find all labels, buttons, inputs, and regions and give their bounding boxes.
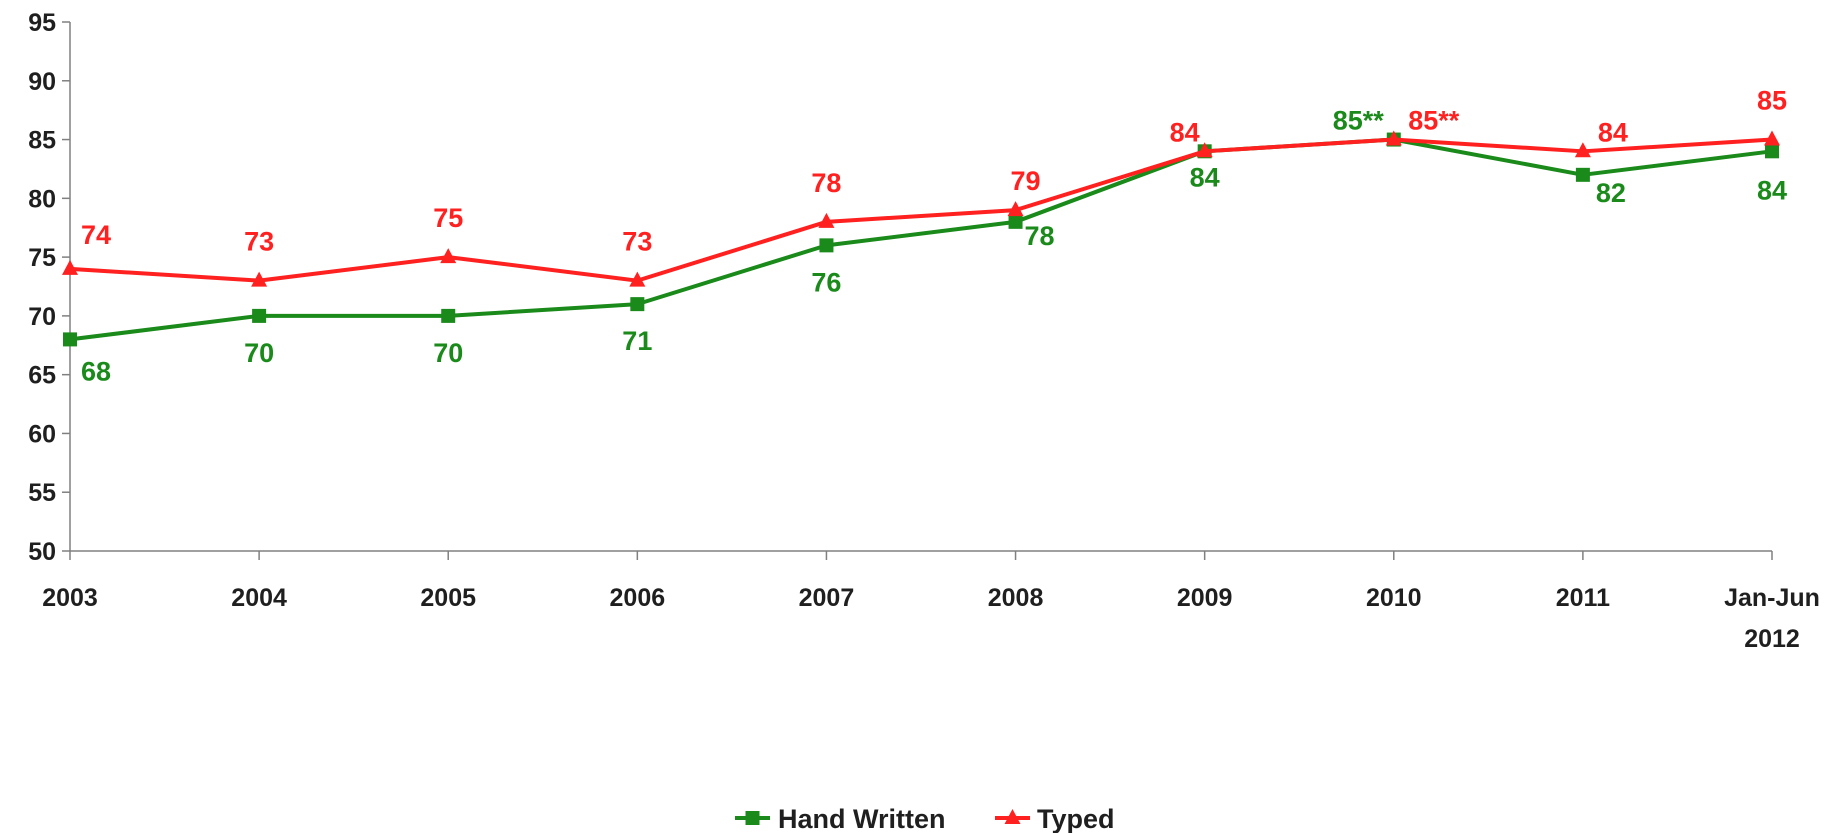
axes: [69, 22, 1772, 552]
x-tick-label: 2011: [1556, 584, 1610, 612]
x-tick-label-line: 2007: [799, 584, 855, 612]
legend-label: Hand Written: [778, 804, 946, 833]
data-label: 70: [244, 338, 274, 368]
y-tick-label: 55: [28, 479, 56, 507]
x-tick-label: 2009: [1177, 584, 1233, 612]
x-tick-label: 2005: [420, 584, 476, 612]
data-label: 74: [81, 220, 111, 250]
data-label: 78: [811, 168, 841, 198]
y-tick-label: 90: [28, 68, 56, 96]
y-tick-label: 65: [28, 362, 56, 390]
y-tick-label: 80: [28, 185, 56, 213]
y-tick-label: 50: [28, 538, 56, 566]
data-point-marker: [1196, 142, 1213, 158]
x-tick-label: 2008: [988, 584, 1044, 612]
legend-label: Typed: [1037, 804, 1115, 833]
x-tick-label-line: 2006: [610, 584, 666, 612]
data-point-marker: [63, 332, 77, 347]
data-label: 78: [1025, 221, 1055, 251]
data-label: 73: [244, 227, 274, 257]
data-point-marker: [1575, 167, 1590, 182]
data-label: 75: [433, 203, 463, 233]
data-label: 76: [811, 267, 841, 297]
data-label: 71: [622, 326, 652, 356]
series-layer: [62, 130, 1780, 347]
data-point-marker: [441, 308, 456, 323]
x-tick-label: 2010: [1366, 584, 1422, 612]
x-tick-label: 2003: [42, 584, 98, 612]
x-tick-label: 2007: [799, 584, 855, 612]
x-tick-label-line: 2012: [1744, 625, 1800, 653]
legend-item-hand-written[interactable]: Hand Written: [735, 804, 946, 833]
data-point-marker: [251, 271, 268, 287]
x-tick-label-line: 2003: [42, 584, 98, 612]
y-tick-label: 75: [28, 244, 56, 272]
y-tick-label: 70: [28, 303, 56, 331]
data-point-marker: [819, 238, 834, 253]
data-label: 84: [1190, 162, 1220, 192]
data-point-marker: [252, 308, 267, 323]
y-axis-ticks: 50 55 60 65 70 75 80 85 90 95: [28, 9, 70, 566]
legend-marker: [745, 811, 760, 825]
x-tick-label-line: 2005: [420, 584, 476, 612]
data-point-marker: [1385, 130, 1402, 146]
series-hand-written: [63, 132, 1779, 347]
data-label: 84: [1598, 117, 1628, 147]
data-point-marker: [440, 248, 457, 264]
data-labels: 68 70 70 71 76 78 84 85** 82 84 74 73 75 73 78 79 84 85**…: [81, 86, 1787, 387]
x-tick-label-line: 2010: [1366, 584, 1422, 612]
series-line: [69, 137, 1773, 342]
data-point-marker: [818, 212, 835, 228]
data-label: 85**: [1408, 106, 1460, 136]
series-typed: [62, 130, 1780, 287]
y-tick-label: 60: [28, 420, 56, 448]
x-tick-label: 2006: [610, 584, 666, 612]
y-tick-label: 85: [28, 127, 56, 155]
legend-marker: [1004, 809, 1021, 824]
data-label: 82: [1596, 178, 1626, 208]
x-tick-label-line: 2009: [1177, 584, 1233, 612]
data-label: 73: [622, 227, 652, 257]
y-tick-label: 95: [28, 9, 56, 37]
data-label: 79: [1011, 166, 1041, 196]
data-point-marker: [629, 271, 646, 287]
data-point-marker: [1574, 142, 1591, 158]
data-point-marker: [1765, 144, 1779, 159]
x-tick-label: Jan-Jun 2012: [1724, 584, 1820, 653]
x-axis-ticks: 2003 2004 2005 2006 2007 2008 2009 2010 2011 Jan-…: [42, 551, 1820, 653]
x-tick-label-line: Jan-Jun: [1724, 584, 1820, 612]
data-label: 84: [1170, 117, 1200, 147]
x-tick-label-line: 2004: [231, 584, 287, 612]
data-label: 68: [81, 356, 111, 386]
legend-item-typed[interactable]: Typed: [995, 804, 1115, 833]
data-point-marker: [1008, 214, 1023, 229]
legend[interactable]: Hand Written Typed: [735, 804, 1115, 833]
data-label: 85: [1757, 86, 1787, 116]
series-line: [69, 137, 1773, 283]
x-tick-label-line: 2011: [1556, 584, 1610, 612]
data-point-marker: [1764, 130, 1780, 146]
data-point-marker: [1007, 201, 1024, 217]
data-label: 70: [433, 338, 463, 368]
data-label: 84: [1757, 175, 1787, 205]
data-point-marker: [630, 297, 645, 312]
x-tick-label: 2004: [231, 584, 287, 612]
data-point-marker: [62, 259, 78, 275]
x-tick-label-line: 2008: [988, 584, 1044, 612]
data-label: 85**: [1333, 106, 1385, 136]
